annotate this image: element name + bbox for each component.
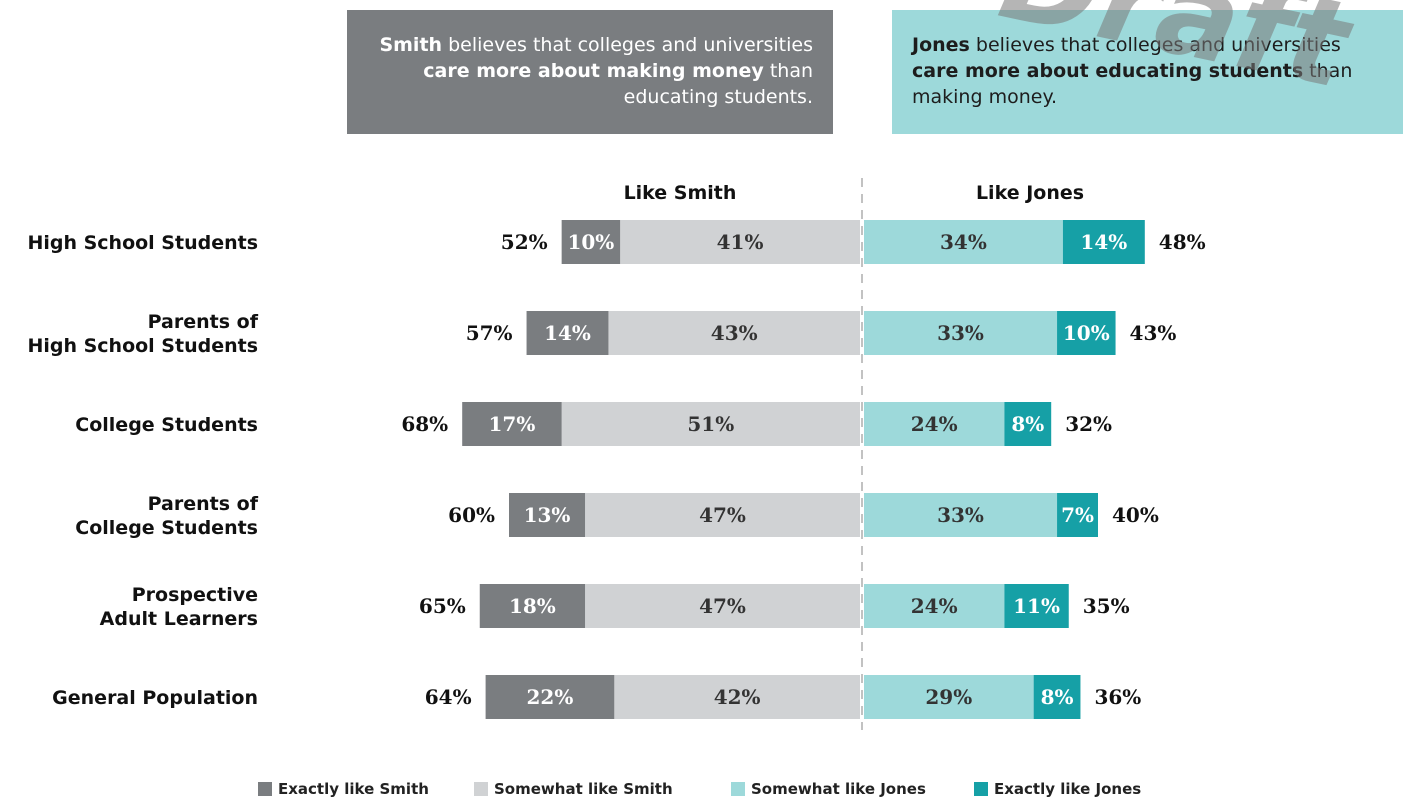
category-label: High School Students	[27, 232, 258, 254]
bar-exactly-like-jones	[1004, 402, 1052, 446]
total-label-jones: 36%	[1094, 685, 1141, 709]
total-label-jones: 40%	[1112, 503, 1159, 527]
legend-label-somewhat-smith: Somewhat like Smith	[494, 780, 673, 798]
data-label-somewhat-like-jones: 24%	[911, 594, 958, 618]
jones-text-1: believes that colleges and universities	[969, 34, 1341, 56]
category-label: Adult Learners	[100, 608, 258, 630]
legend: Exactly like Smith Somewhat like Smith S…	[0, 780, 1405, 800]
data-label-exactly-like-smith: 13%	[524, 503, 571, 527]
smith-text-2: than educating students.	[623, 60, 813, 108]
bar-somewhat-like-jones	[864, 220, 1063, 264]
data-label-somewhat-like-smith: 47%	[699, 594, 746, 618]
total-label-jones: 48%	[1159, 230, 1206, 254]
bar-exactly-like-jones	[1057, 493, 1098, 537]
column-header-like-smith: Like Smith	[624, 182, 737, 204]
total-label-jones: 43%	[1130, 321, 1177, 345]
jones-bold-claim: care more about educating students	[912, 60, 1304, 82]
jones-text-2: than making money.	[912, 60, 1353, 108]
legend-label-exactly-smith: Exactly like Smith	[278, 780, 429, 798]
total-label-smith: 65%	[419, 594, 466, 618]
total-label-jones: 32%	[1065, 412, 1112, 436]
bar-exactly-like-smith	[485, 675, 615, 719]
data-label-exactly-like-jones: 7%	[1061, 503, 1094, 527]
bar-exactly-like-jones	[1057, 311, 1116, 355]
data-label-exactly-like-jones: 11%	[1013, 594, 1060, 618]
category-label: Parents of	[148, 493, 259, 515]
bar-exactly-like-jones	[1033, 675, 1081, 719]
bar-exactly-like-smith	[462, 402, 562, 446]
category-label: College Students	[75, 517, 258, 539]
legend-label-somewhat-jones: Somewhat like Jones	[751, 780, 926, 798]
category-label: College Students	[75, 414, 258, 436]
smith-text-1: believes that colleges and universities	[442, 34, 813, 56]
data-label-somewhat-like-jones: 33%	[937, 503, 984, 527]
data-label-somewhat-like-smith: 51%	[687, 412, 734, 436]
legend-swatch-exactly-smith	[258, 782, 272, 796]
bar-somewhat-like-jones	[864, 584, 1005, 628]
bar-somewhat-like-jones	[864, 493, 1058, 537]
data-label-somewhat-like-smith: 47%	[699, 503, 746, 527]
legend-item-exactly-jones: Exactly like Jones	[974, 780, 1141, 798]
bar-somewhat-like-jones	[864, 675, 1034, 719]
data-label-somewhat-like-jones: 24%	[911, 412, 958, 436]
category-label: Prospective	[132, 584, 258, 606]
data-label-exactly-like-jones: 8%	[1041, 685, 1074, 709]
data-label-somewhat-like-smith: 41%	[717, 230, 764, 254]
data-label-somewhat-like-smith: 43%	[711, 321, 758, 345]
total-label-smith: 52%	[501, 230, 548, 254]
legend-swatch-exactly-jones	[974, 782, 988, 796]
total-label-smith: 68%	[401, 412, 448, 436]
legend-swatch-somewhat-smith	[474, 782, 488, 796]
bar-exactly-like-smith	[509, 493, 586, 537]
bar-somewhat-like-jones	[864, 311, 1058, 355]
jones-statement-box: Jones believes that colleges and univers…	[892, 10, 1403, 134]
bar-somewhat-like-smith	[561, 402, 860, 446]
bar-somewhat-like-smith	[608, 311, 860, 355]
diverging-bar-chart: Like Smith Like Jones High School Students…	[27, 178, 1206, 730]
total-label-jones: 35%	[1083, 594, 1130, 618]
data-label-exactly-like-smith: 10%	[567, 230, 614, 254]
legend-swatch-somewhat-jones	[731, 782, 745, 796]
smith-bold-name: Smith	[379, 34, 443, 56]
data-label-somewhat-like-jones: 29%	[925, 685, 972, 709]
bar-exactly-like-smith	[561, 220, 621, 264]
data-label-exactly-like-jones: 10%	[1063, 321, 1110, 345]
data-label-exactly-like-jones: 8%	[1011, 412, 1044, 436]
total-label-smith: 57%	[466, 321, 513, 345]
bar-somewhat-like-smith	[620, 220, 860, 264]
data-label-somewhat-like-jones: 34%	[940, 230, 987, 254]
bar-somewhat-like-smith	[614, 675, 860, 719]
category-label: High School Students	[27, 335, 258, 357]
jones-bold-name: Jones	[912, 34, 970, 56]
column-header-like-jones: Like Jones	[976, 182, 1084, 204]
total-label-smith: 60%	[448, 503, 495, 527]
data-label-exactly-like-jones: 14%	[1080, 230, 1127, 254]
bar-somewhat-like-jones	[864, 402, 1005, 446]
data-label-somewhat-like-smith: 42%	[714, 685, 761, 709]
data-label-exactly-like-smith: 14%	[544, 321, 591, 345]
legend-label-exactly-jones: Exactly like Jones	[994, 780, 1142, 798]
category-label: General Population	[52, 687, 258, 709]
bar-exactly-like-jones	[1062, 220, 1145, 264]
bar-exactly-like-smith	[526, 311, 609, 355]
smith-statement-box: Smith believes that colleges and univers…	[347, 10, 833, 134]
bar-somewhat-like-smith	[585, 584, 860, 628]
data-label-somewhat-like-jones: 33%	[937, 321, 984, 345]
bar-somewhat-like-smith	[585, 493, 860, 537]
legend-item-somewhat-smith: Somewhat like Smith	[474, 780, 673, 798]
legend-item-exactly-smith: Exactly like Smith	[258, 780, 429, 798]
total-label-smith: 64%	[425, 685, 472, 709]
smith-bold-claim: care more about making money	[423, 60, 764, 82]
data-label-exactly-like-smith: 18%	[509, 594, 556, 618]
data-label-exactly-like-smith: 22%	[527, 685, 574, 709]
bar-exactly-like-jones	[1004, 584, 1069, 628]
legend-item-somewhat-jones: Somewhat like Jones	[731, 780, 926, 798]
data-label-exactly-like-smith: 17%	[489, 412, 536, 436]
bar-exactly-like-smith	[479, 584, 586, 628]
category-label: Parents of	[148, 311, 259, 333]
